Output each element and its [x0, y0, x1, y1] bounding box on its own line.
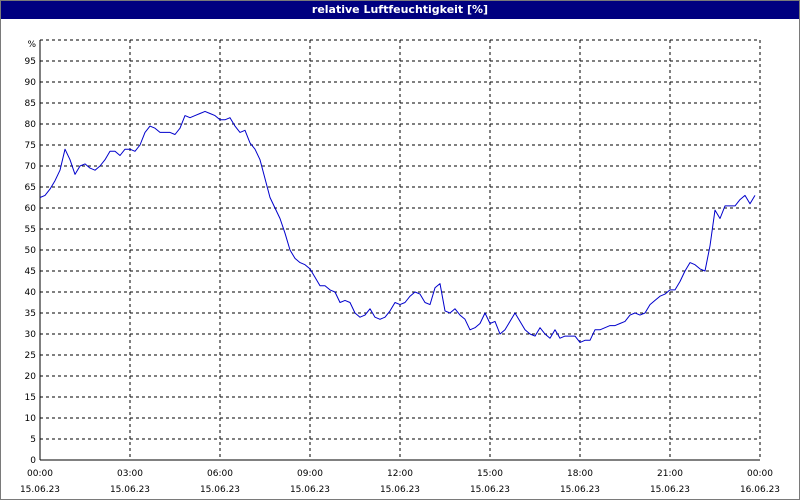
x-tick-time-label: 00:00	[27, 469, 53, 479]
y-tick-label: 75	[25, 141, 36, 151]
x-tick-time-label: 06:00	[207, 469, 233, 479]
y-tick-label: 40	[25, 288, 37, 298]
series-layer	[39, 110, 756, 343]
x-tick-time-label: 09:00	[297, 469, 323, 479]
y-tick-label: 50	[25, 246, 37, 256]
x-tick-date-label: 15.06.23	[200, 485, 240, 495]
y-tick-label: 45	[25, 267, 36, 277]
y-tick-label: 20	[25, 372, 37, 382]
y-tick-label: 65	[25, 183, 36, 193]
y-tick-label: 85	[25, 99, 36, 109]
y-tick-label: 0	[30, 456, 36, 466]
x-tick-time-label: 18:00	[567, 469, 593, 479]
x-tick-time-label: 00:00	[747, 469, 773, 479]
y-tick-label: 5	[30, 435, 36, 445]
x-tick-date-label: 15.06.23	[20, 485, 60, 495]
x-tick-date-label: 15.06.23	[560, 485, 600, 495]
y-tick-label: 95	[25, 57, 36, 67]
x-tick-date-label: 15.06.23	[380, 485, 420, 495]
x-tick-time-label: 12:00	[387, 469, 413, 479]
chart-title: relative Luftfeuchtigkeit [%]	[1, 1, 799, 19]
y-axis-unit-label: %	[27, 40, 36, 50]
y-tick-label: 25	[25, 351, 36, 361]
y-tick-label: 70	[25, 162, 37, 172]
x-tick-date-label: 16.06.23	[740, 485, 780, 495]
y-tick-label: 90	[25, 78, 37, 88]
y-tick-label: 35	[25, 309, 36, 319]
axes	[39, 40, 760, 461]
y-tick-label: 60	[25, 204, 37, 214]
x-tick-date-label: 15.06.23	[650, 485, 690, 495]
x-tick-date-label: 15.06.23	[470, 485, 510, 495]
x-tick-date-label: 15.06.23	[290, 485, 330, 495]
x-tick-time-label: 03:00	[117, 469, 143, 479]
x-tick-time-label: 15:00	[477, 469, 503, 479]
y-tick-label: 55	[25, 225, 36, 235]
x-tick-time-label: 21:00	[657, 469, 683, 479]
tick-labels: 0 5 10 15 20 25 30 35 40 45 50 55 60 65 70 75 80 85 90 95% 0…	[20, 40, 780, 495]
x-tick-date-label: 15.06.23	[110, 485, 150, 495]
humidity-line	[39, 110, 756, 343]
y-tick-label: 80	[25, 120, 37, 130]
y-tick-label: 15	[25, 393, 36, 403]
y-tick-label: 10	[25, 414, 37, 424]
y-tick-label: 30	[25, 330, 37, 340]
grid	[40, 39, 761, 460]
